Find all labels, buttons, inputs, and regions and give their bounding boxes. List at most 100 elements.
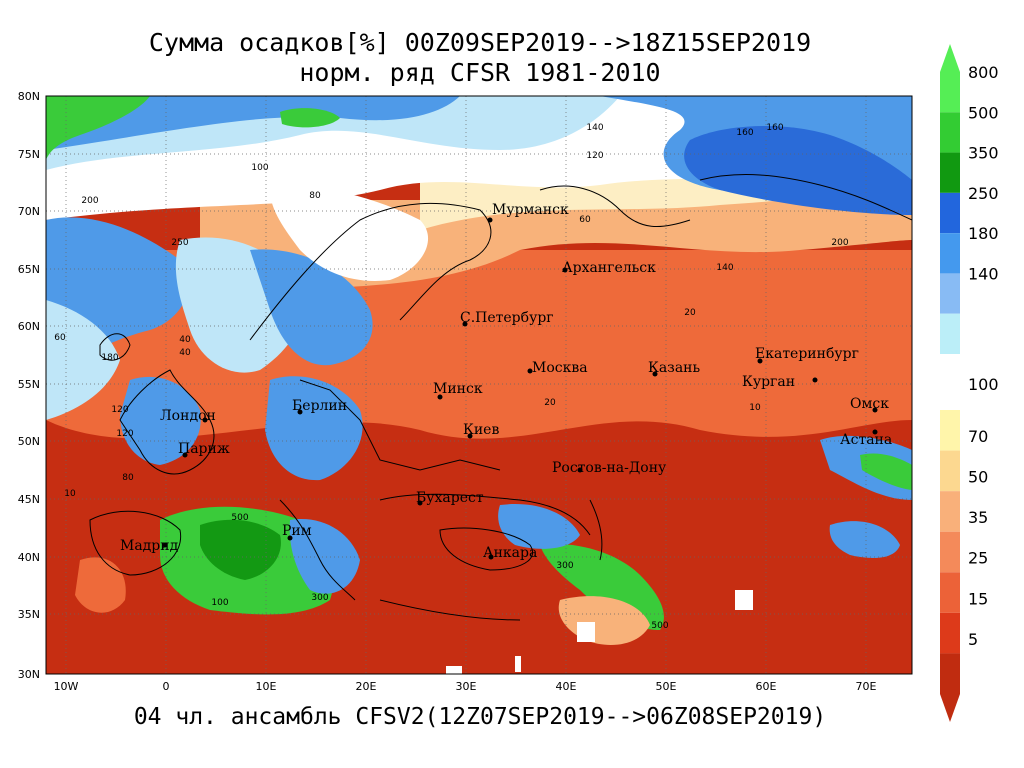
map-field bbox=[46, 96, 912, 674]
legend-label: 50 bbox=[968, 468, 988, 487]
contour-value-label: 140 bbox=[716, 263, 733, 273]
graticule bbox=[46, 96, 912, 674]
city-dot bbox=[462, 321, 468, 327]
city-dot bbox=[872, 429, 878, 435]
city-dot bbox=[757, 358, 763, 364]
city-label: Рим bbox=[282, 523, 312, 539]
city-label: Берлин bbox=[292, 398, 347, 414]
city-label: Париж bbox=[178, 441, 230, 457]
legend-swatch bbox=[940, 313, 960, 354]
contour-labels: 140 160 120 100 80 200 60 40 20 10 500 300 250 180 120… bbox=[54, 123, 849, 631]
legend-swatch bbox=[940, 531, 960, 573]
city-dot bbox=[287, 535, 293, 541]
contour-value-label: 180 bbox=[101, 353, 118, 363]
legend-swatch bbox=[940, 152, 960, 193]
longitude-labels: 10W 0 10E 20E 30E 40E 50E 60E 70E bbox=[54, 680, 877, 693]
latitude-label: 35N bbox=[18, 608, 40, 621]
contour-value-label: 120 bbox=[586, 151, 603, 161]
latitude-label: 45N bbox=[18, 493, 40, 506]
legend-label: 100 bbox=[968, 375, 999, 394]
latitude-labels: 80N 75N 70N 65N 60N 55N 50N 45N 40N 35N 30N bbox=[18, 90, 40, 681]
latitude-label: 80N bbox=[18, 90, 40, 103]
contour-value-label: 80 bbox=[122, 473, 134, 483]
legend-label: 25 bbox=[968, 549, 988, 568]
legend-swatch bbox=[940, 112, 960, 153]
ensemble-footer: 04 чл. ансамбль CFSV2(12Z07SEP2019-->06Z… bbox=[133, 704, 827, 730]
city-dot bbox=[652, 371, 658, 377]
city-dot bbox=[437, 394, 443, 400]
city-markers: Мурманск Архангельск С.Петербург Москва Каза… bbox=[120, 202, 892, 561]
latitude-label: 30N bbox=[18, 668, 40, 681]
legend-label: 350 bbox=[968, 144, 999, 163]
longitude-label: 50E bbox=[656, 680, 677, 693]
contour-value-label: 120 bbox=[116, 429, 133, 439]
legend-label: 70 bbox=[968, 427, 988, 446]
contour-value-label: 10 bbox=[749, 403, 761, 413]
contour-value-label: 250 bbox=[171, 238, 188, 248]
contour-value-label: 160 bbox=[766, 123, 783, 133]
legend-swatch bbox=[940, 233, 960, 274]
contour-value-label: 20 bbox=[684, 308, 696, 318]
contour-value-label: 10 bbox=[64, 489, 76, 499]
contour-value-label: 500 bbox=[231, 513, 248, 523]
city-dot bbox=[562, 267, 568, 273]
city-label: С.Петербург bbox=[460, 310, 554, 326]
map-title: Сумма осадков[%] 00Z09SEP2019-->18Z15SEP… bbox=[148, 28, 812, 57]
longitude-label: 10E bbox=[256, 680, 277, 693]
latitude-label: 50N bbox=[18, 435, 40, 448]
latitude-label: 75N bbox=[18, 148, 40, 161]
longitude-label: 70E bbox=[856, 680, 877, 693]
city-dot bbox=[467, 433, 473, 439]
city-label: Омск bbox=[850, 396, 889, 412]
city-label: Москва bbox=[532, 360, 588, 376]
legend-label: 180 bbox=[968, 224, 999, 243]
city-dot bbox=[487, 217, 493, 223]
city-dot bbox=[297, 409, 303, 415]
contour-value-label: 300 bbox=[311, 593, 328, 603]
city-label: Мурманск bbox=[492, 202, 569, 218]
legend-swatch bbox=[940, 491, 960, 532]
legend-swatch bbox=[940, 653, 960, 694]
city-dot bbox=[527, 368, 533, 374]
longitude-label: 40E bbox=[556, 680, 577, 693]
city-label: Анкара bbox=[483, 545, 537, 561]
longitude-label: 60E bbox=[756, 680, 777, 693]
legend-label: 500 bbox=[968, 103, 999, 122]
latitude-label: 55N bbox=[18, 378, 40, 391]
legend-swatch bbox=[940, 410, 960, 451]
color-legend: 800 500 350 250 180 140 100 70 50 35 25 15 5 bbox=[940, 44, 999, 722]
contour-value-label: 100 bbox=[211, 598, 228, 608]
city-dot bbox=[488, 554, 494, 560]
latitude-label: 65N bbox=[18, 263, 40, 276]
city-dot bbox=[417, 500, 423, 506]
contour-value-label: 500 bbox=[651, 621, 668, 631]
legend-label: 35 bbox=[968, 508, 988, 527]
legend-label: 140 bbox=[968, 264, 999, 283]
city-dot bbox=[162, 542, 168, 548]
legend-label: 15 bbox=[968, 589, 988, 608]
contour-value-label: 160 bbox=[736, 128, 753, 138]
contour-value-label: 300 bbox=[556, 561, 573, 571]
contour-value-label: 40 bbox=[179, 348, 191, 358]
city-label: Архангельск bbox=[562, 260, 656, 276]
city-label: Курган bbox=[742, 374, 795, 390]
city-dot bbox=[812, 377, 818, 383]
city-label: Бухарест bbox=[416, 490, 484, 506]
city-label: Екатеринбург bbox=[755, 346, 859, 362]
city-label: Лондон bbox=[160, 408, 216, 424]
legend-label: 250 bbox=[968, 184, 999, 203]
legend-swatch bbox=[940, 192, 960, 234]
legend-swatch bbox=[940, 72, 960, 113]
city-label: Мадрид bbox=[120, 538, 179, 554]
longitude-label: 0 bbox=[163, 680, 170, 693]
latitude-label: 60N bbox=[18, 320, 40, 333]
longitude-label: 30E bbox=[456, 680, 477, 693]
legend-label: 800 bbox=[968, 63, 999, 82]
city-label: Казань bbox=[648, 360, 700, 376]
legend-swatch bbox=[940, 612, 960, 654]
contour-value-label: 20 bbox=[544, 398, 556, 408]
city-label: Киев bbox=[463, 422, 499, 438]
contour-value-label: 140 bbox=[586, 123, 603, 133]
legend-arrow-bottom bbox=[940, 694, 960, 722]
legend-swatch bbox=[940, 572, 960, 613]
